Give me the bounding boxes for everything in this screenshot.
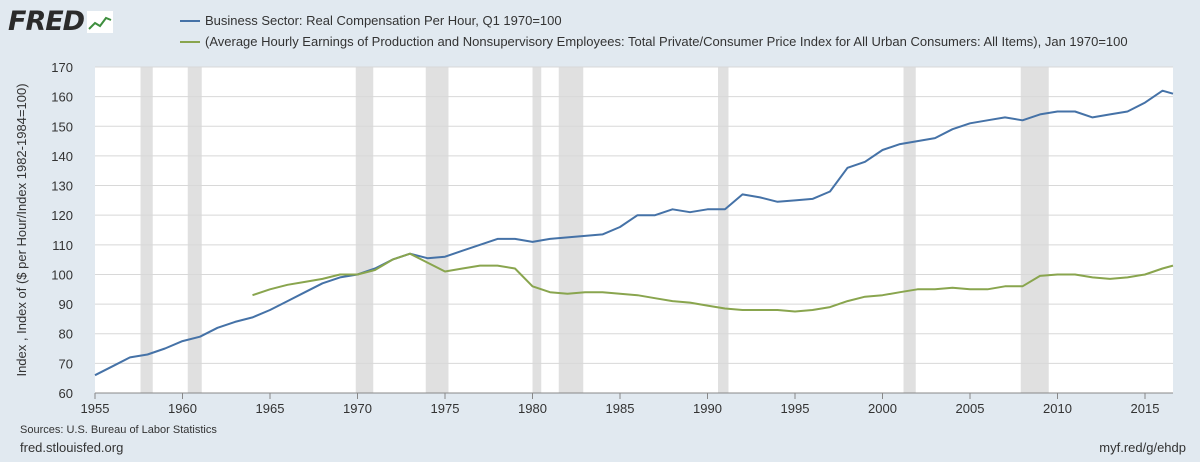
chart-legend: Business Sector: Real Compensation Per H… [180, 10, 1128, 52]
y-tick-label: 130 [51, 179, 73, 194]
x-tick-label: 1995 [781, 401, 810, 416]
x-tick-label: 1990 [693, 401, 722, 416]
line-chart: 60 70 80 90 100 110 120 130 140 150 160 170 1955 196… [14, 60, 1174, 416]
x-tick-label: 1970 [343, 401, 372, 416]
recession-band [355, 67, 374, 393]
y-axis-label: Index , Index of ($ per Hour/Index 1982-… [14, 83, 29, 376]
y-tick-label: 80 [59, 327, 73, 342]
legend-item-compensation: Business Sector: Real Compensation Per H… [180, 10, 1128, 31]
fred-logo[interactable]: FRED [8, 6, 114, 37]
logo-text: FRED [8, 6, 85, 37]
x-tick-label: 2000 [868, 401, 897, 416]
x-tick-label: 1980 [518, 401, 547, 416]
y-tick-label: 150 [51, 119, 73, 134]
y-tick-label: 110 [52, 238, 73, 253]
y-tick-label: 70 [59, 356, 73, 371]
legend-swatch-green [180, 40, 200, 43]
series-line-compensation [94, 89, 1174, 377]
sources-note: Sources: U.S. Bureau of Labor Statistics [20, 424, 217, 436]
plot-background [95, 67, 1173, 393]
series-line-earnings [252, 252, 1174, 313]
y-tick-label: 100 [51, 267, 73, 282]
x-tick-label: 1965 [256, 401, 285, 416]
chart-trend-icon [87, 10, 114, 33]
x-tick-label: 2015 [1131, 401, 1160, 416]
recession-band [903, 67, 916, 393]
legend-label: Business Sector: Real Compensation Per H… [205, 13, 562, 28]
y-tick-label: 60 [59, 386, 73, 401]
recession-band [718, 67, 729, 393]
recession-band [558, 67, 584, 393]
y-tick-label: 140 [51, 149, 73, 164]
recession-band [532, 67, 542, 393]
x-tick-label: 1960 [168, 401, 197, 416]
x-tick-label: 1955 [81, 401, 110, 416]
recession-band [425, 67, 449, 393]
recession-band [1020, 67, 1049, 393]
y-tick-label: 90 [59, 297, 73, 312]
x-tick-label: 2005 [956, 401, 985, 416]
x-tick-label: 2010 [1043, 401, 1072, 416]
y-tick-label: 170 [51, 60, 73, 75]
legend-label: (Average Hourly Earnings of Production a… [205, 34, 1128, 49]
x-tick-label: 1985 [606, 401, 635, 416]
recession-band [187, 67, 202, 393]
y-tick-label: 160 [51, 90, 73, 105]
legend-item-earnings: (Average Hourly Earnings of Production a… [180, 31, 1128, 52]
recession-band [140, 67, 153, 393]
site-link[interactable]: fred.stlouisfed.org [20, 440, 124, 455]
x-tick-label: 1975 [431, 401, 460, 416]
y-tick-label: 120 [51, 208, 73, 223]
legend-swatch-blue [180, 19, 200, 22]
short-url-link[interactable]: myf.red/g/ehdp [1099, 440, 1186, 455]
chart-area: 60 70 80 90 100 110 120 130 140 150 160 170 1955 196… [0, 56, 1200, 423]
